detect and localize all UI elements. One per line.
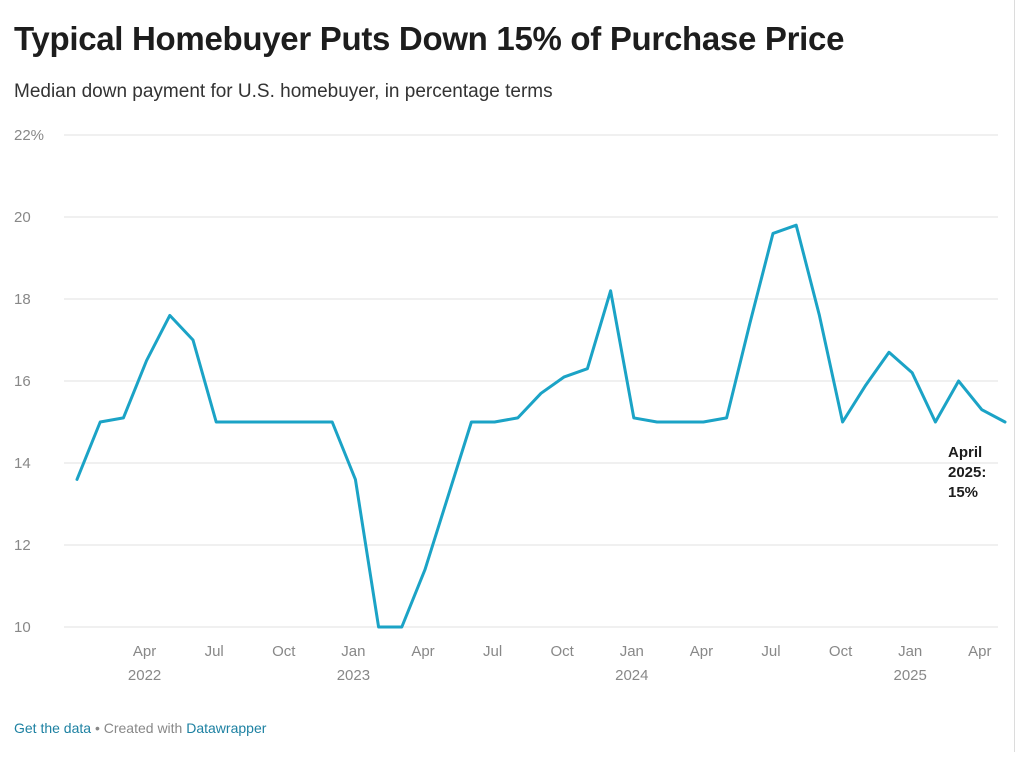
annotation-line: 2025: [948, 464, 986, 481]
y-tick-label: 18 [14, 291, 31, 308]
data-point [563, 375, 566, 378]
data-point [192, 339, 195, 342]
data-point [911, 371, 914, 374]
data-point [470, 421, 473, 424]
x-tick-label: Oct [829, 643, 853, 660]
x-tick-label: Jan [898, 643, 922, 660]
chart-title: Typical Homebuyer Puts Down 15% of Purch… [14, 20, 845, 57]
data-point [632, 416, 635, 419]
x-tick-label: Jul [483, 643, 502, 660]
data-point [725, 416, 728, 419]
annotation-line: April [948, 444, 982, 461]
data-point [934, 421, 937, 424]
data-point [331, 421, 334, 424]
x-tick-year-label: 2023 [337, 667, 370, 684]
data-point [772, 232, 775, 235]
y-tick-label: 12 [14, 537, 31, 554]
data-point [702, 421, 705, 424]
annotation-line: 15% [948, 484, 978, 501]
x-tick-label: Jan [341, 643, 365, 660]
data-point [795, 224, 798, 227]
data-point [516, 416, 519, 419]
y-tick-label: 16 [14, 373, 31, 390]
data-point [168, 314, 171, 317]
x-tick-label: Oct [551, 643, 575, 660]
x-tick-label: Jul [205, 643, 224, 660]
data-point [818, 314, 821, 317]
y-tick-label: 10 [14, 619, 31, 636]
x-tick-year-label: 2022 [128, 667, 161, 684]
data-point [308, 421, 311, 424]
y-axis-tick-labels: 22% 20 18 16 14 12 10 [14, 127, 44, 636]
x-tick-year-label: 2024 [615, 667, 648, 684]
data-point [1004, 421, 1007, 424]
data-point [493, 421, 496, 424]
data-point [122, 416, 125, 419]
data-point [864, 384, 867, 387]
footer-separator: • Created with [91, 720, 187, 736]
data-point [656, 421, 659, 424]
data-point [888, 351, 891, 354]
data-point [957, 380, 960, 383]
data-point [215, 421, 218, 424]
x-tick-label: Jan [620, 643, 644, 660]
data-point [377, 626, 380, 629]
data-point [980, 408, 983, 411]
chart-footer: Get the data • Created with Datawrapper [14, 720, 266, 736]
end-annotation: April 2025: 15% [948, 444, 986, 501]
line-chart: 22% 20 18 16 14 12 10 Apr 2022 Jul Oct Jan 2023 Apr J… [14, 127, 1007, 684]
x-tick-label: Apr [690, 643, 713, 660]
y-tick-label: 20 [14, 209, 31, 226]
data-point [540, 392, 543, 395]
data-point [609, 289, 612, 292]
data-point [841, 421, 844, 424]
x-tick-label: Apr [133, 643, 156, 660]
data-point [145, 359, 148, 362]
x-tick-label: Jul [761, 643, 780, 660]
chart-subtitle: Median down payment for U.S. homebuyer, … [14, 81, 553, 102]
y-tick-label: 14 [14, 455, 31, 472]
x-tick-label: Apr [411, 643, 434, 660]
data-point [354, 478, 357, 481]
grid-lines [64, 134, 998, 628]
x-tick-year-label: 2025 [894, 667, 927, 684]
data-point [447, 494, 450, 497]
get-the-data-link[interactable]: Get the data [14, 720, 92, 736]
datawrapper-link[interactable]: Datawrapper [186, 720, 267, 736]
series-layer [75, 223, 1007, 629]
y-tick-label: 22% [14, 127, 44, 144]
x-tick-label: Oct [272, 643, 296, 660]
data-point [748, 322, 751, 325]
data-point [99, 421, 102, 424]
data-point [586, 367, 589, 370]
data-point [679, 421, 682, 424]
data-point [261, 421, 264, 424]
data-point [400, 626, 403, 629]
x-axis-tick-labels: Apr 2022 Jul Oct Jan 2023 Apr Jul Oct Jan 2024 Apr J… [128, 643, 992, 684]
data-point [424, 568, 427, 571]
data-point [238, 421, 241, 424]
data-point [76, 478, 79, 481]
right-edge-rule [1014, 0, 1015, 752]
x-tick-label: Apr [968, 643, 991, 660]
series-line-0 [75, 223, 1007, 629]
data-point [284, 421, 287, 424]
